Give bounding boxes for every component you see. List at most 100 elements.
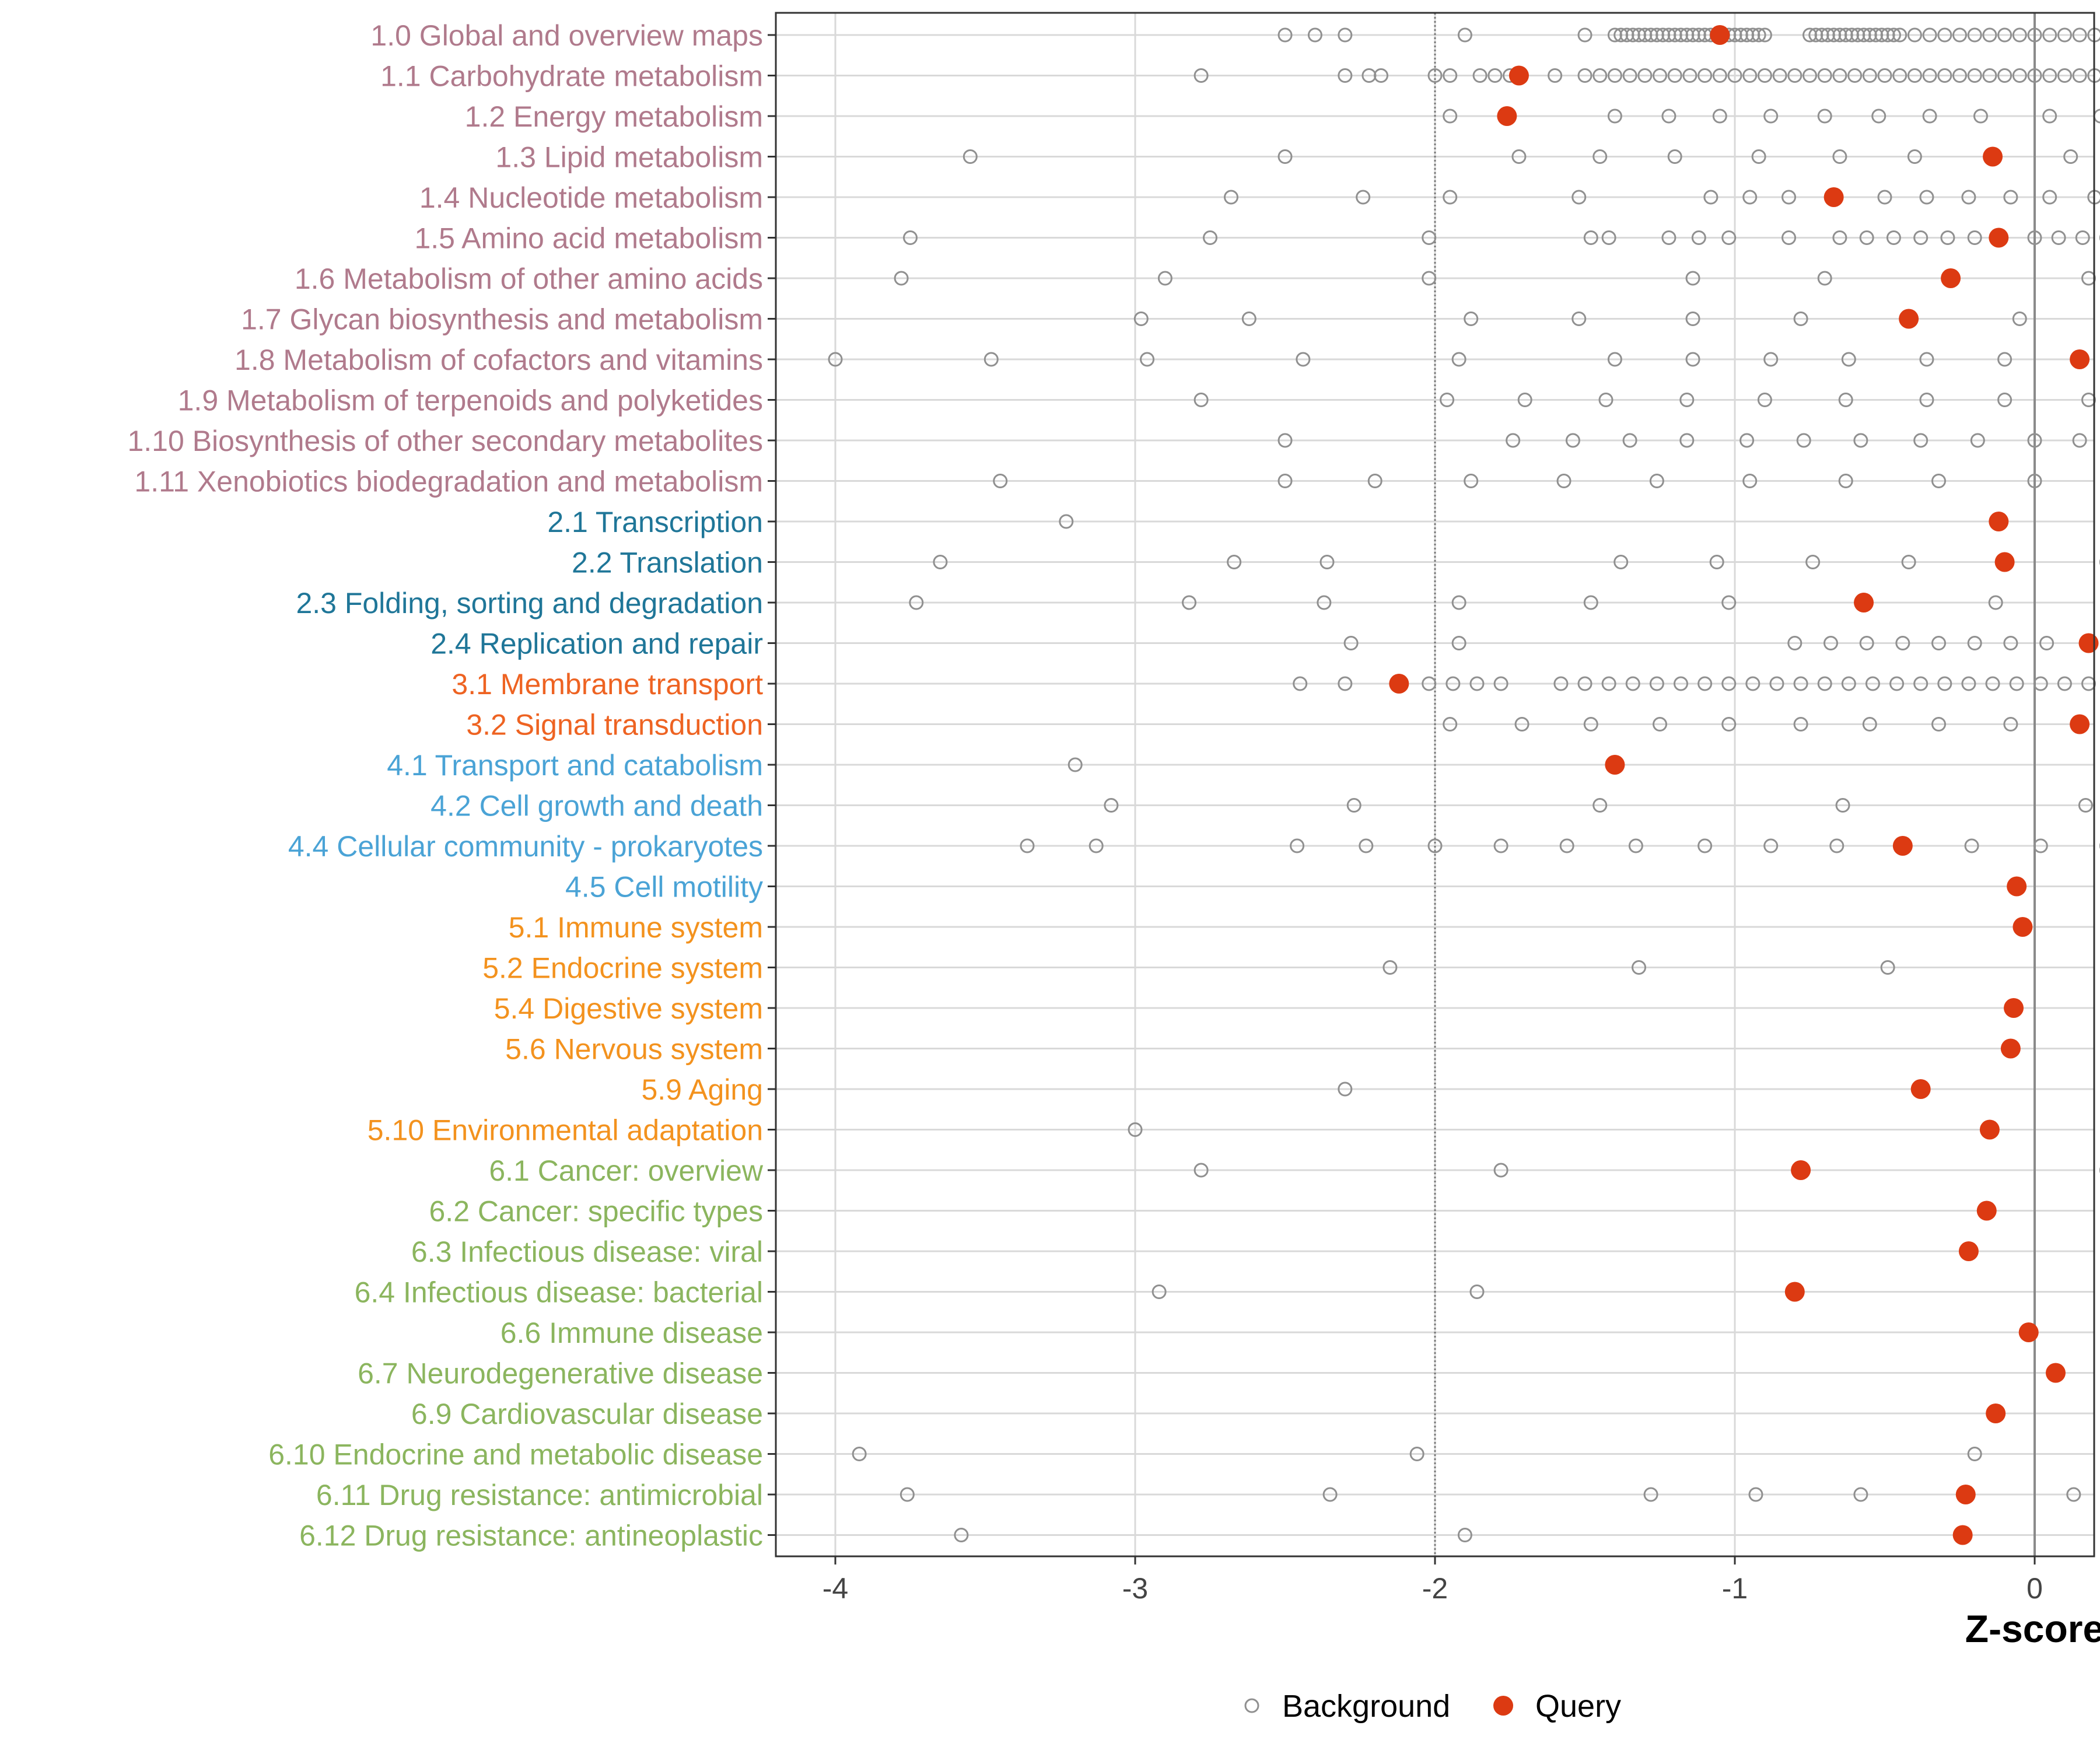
- background-point: [2039, 636, 2054, 650]
- query-point: [2007, 876, 2027, 897]
- background-point: [1622, 68, 1637, 83]
- background-point: [1128, 1122, 1143, 1137]
- background-point: [894, 271, 909, 286]
- background-point: [1829, 838, 1845, 853]
- background-point: [1290, 838, 1305, 853]
- background-point: [1194, 393, 1209, 407]
- background-point: [1709, 555, 1724, 569]
- query-points: [1389, 25, 2099, 1545]
- x-tick-label: -2: [1422, 1572, 1448, 1605]
- legend-query-label: Query: [1535, 1689, 1621, 1724]
- background-point: [900, 1487, 915, 1502]
- y-category-label: 5.10 Environmental adaptation: [368, 1114, 763, 1147]
- background-point: [1493, 1163, 1508, 1178]
- y-category-label: 1.7 Glycan biosynthesis and metabolism: [241, 303, 763, 336]
- background-point: [1346, 798, 1362, 813]
- y-category-label: 1.1 Carbohydrate metabolism: [380, 60, 763, 93]
- background-point: [1548, 68, 1563, 83]
- background-point: [1451, 636, 1466, 650]
- y-category-label: 2.1 Transcription: [547, 506, 763, 538]
- background-point: [1649, 676, 1664, 691]
- background-point: [1592, 798, 1608, 813]
- y-category-label: 2.2 Translation: [572, 547, 763, 579]
- background-point: [1464, 312, 1479, 326]
- background-point: [1871, 108, 1887, 124]
- background-point: [2009, 676, 2024, 691]
- background-point: [1913, 676, 1929, 691]
- y-category-label: 1.9 Metabolism of terpenoids and polyket…: [178, 384, 763, 417]
- background-point: [1317, 595, 1332, 610]
- background-point: [1832, 68, 1847, 83]
- y-category-label: 1.2 Energy metabolism: [465, 100, 763, 133]
- background-point: [1961, 676, 1976, 691]
- background-point: [993, 474, 1008, 488]
- background-point: [1907, 27, 1922, 43]
- background-point: [933, 555, 948, 569]
- background-point: [828, 352, 843, 367]
- background-point: [1152, 1284, 1167, 1299]
- background-points: [828, 27, 2100, 1542]
- background-point: [1592, 149, 1608, 164]
- background-point: [1964, 838, 1979, 853]
- background-point: [1803, 68, 1817, 83]
- background-point: [1443, 68, 1458, 83]
- background-point: [1997, 352, 2013, 367]
- background-point: [1817, 676, 1832, 691]
- background-point: [1862, 717, 1877, 732]
- background-point: [1889, 676, 1905, 691]
- background-point: [1451, 352, 1466, 367]
- y-category-label: 6.4 Infectious disease: bacterial: [355, 1276, 763, 1309]
- background-point: [1511, 149, 1527, 164]
- background-point: [1572, 190, 1587, 205]
- background-point: [2072, 68, 2087, 83]
- query-point: [2018, 1322, 2039, 1342]
- background-point: [909, 595, 924, 610]
- background-point: [1817, 271, 1832, 286]
- background-point: [1740, 433, 1755, 448]
- background-point: [1988, 595, 2003, 610]
- background-point: [1751, 149, 1766, 164]
- background-point: [1322, 1487, 1338, 1502]
- background-point: [1922, 68, 1937, 83]
- background-point: [1817, 68, 1832, 83]
- background-point: [1907, 149, 1922, 164]
- background-point: [1997, 27, 2013, 43]
- background-point: [1625, 676, 1640, 691]
- query-point: [1824, 187, 1844, 207]
- background-point: [1653, 68, 1667, 83]
- background-point: [1892, 27, 1908, 43]
- background-point: [1607, 108, 1622, 124]
- background-point: [1556, 474, 1572, 488]
- gridlines: [776, 13, 2094, 1556]
- background-point: [1841, 352, 1856, 367]
- background-point: [1472, 68, 1488, 83]
- background-point: [2012, 312, 2027, 326]
- background-point: [1931, 474, 1947, 488]
- y-category-label: 1.11 Xenobiotics biodegradation and meta…: [134, 466, 763, 498]
- background-point: [1982, 68, 1997, 83]
- y-category-label: 2.3 Folding, sorting and degradation: [296, 587, 763, 620]
- query-point: [2078, 633, 2099, 653]
- x-axis-ticks: -4-3-2-101234: [822, 1556, 2043, 1605]
- background-point: [1598, 393, 1614, 407]
- y-category-label: 6.3 Infectious disease: viral: [411, 1236, 763, 1268]
- background-point: [1853, 433, 1868, 448]
- query-point: [1784, 1282, 1805, 1302]
- background-point: [2081, 271, 2096, 286]
- background-point: [1793, 676, 1808, 691]
- background-point: [1409, 1447, 1424, 1461]
- background-point: [1469, 676, 1485, 691]
- background-point: [1853, 1487, 1868, 1502]
- reference-lines: [1434, 13, 2036, 1556]
- query-point: [1892, 836, 1913, 856]
- query-point: [1952, 1525, 1973, 1545]
- background-point: [1338, 68, 1353, 83]
- background-point: [1241, 312, 1256, 326]
- y-category-label: 3.1 Membrane transport: [452, 668, 763, 701]
- y-category-label: 6.7 Neurodegenerative disease: [358, 1357, 763, 1390]
- background-point: [1517, 393, 1532, 407]
- y-category-label: 6.12 Drug resistance: antineoplastic: [299, 1520, 763, 1552]
- background-point: [1338, 1082, 1353, 1097]
- background-point: [1763, 838, 1779, 853]
